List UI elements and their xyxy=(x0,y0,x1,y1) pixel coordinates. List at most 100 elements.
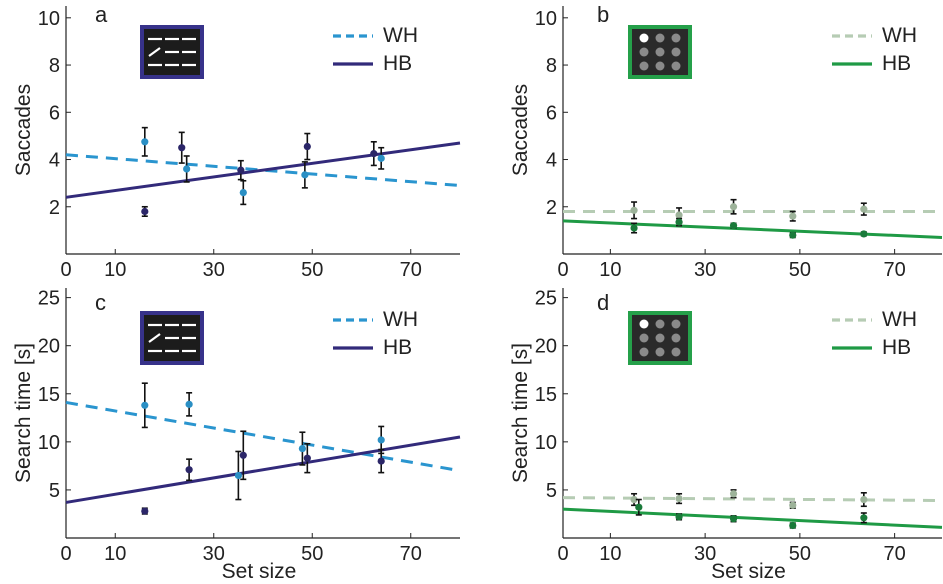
y-tick-label: 20 xyxy=(535,336,557,358)
legend-label: HB xyxy=(882,336,911,359)
fit-line-hb xyxy=(65,141,461,199)
y-axis-label: Search time [s] xyxy=(509,343,532,483)
panel-label: a xyxy=(95,2,108,27)
x-axis-label: Set size xyxy=(711,560,786,583)
y-tick-label: 8 xyxy=(546,55,557,77)
x-tick-label: 0 xyxy=(60,259,71,281)
data-point-wh xyxy=(675,494,683,503)
data-point-wh xyxy=(630,206,638,214)
data-point-wh xyxy=(377,154,385,162)
x-tick-label: 70 xyxy=(884,259,906,281)
data-point-hb xyxy=(675,513,683,521)
data-point-hb xyxy=(860,514,868,522)
y-tick-label: 10 xyxy=(38,8,60,30)
data-point-wh xyxy=(860,495,868,504)
panel-d: 0 10 30 50 70 5 10 15 20 25 Search time [s] Set siz… xyxy=(509,288,943,583)
data-point-hb xyxy=(178,144,186,152)
legend-label: WH xyxy=(882,24,917,47)
y-tick-label: 10 xyxy=(38,432,60,454)
data-point-wh xyxy=(141,401,149,409)
data-point-wh xyxy=(729,490,738,498)
data-point-wh xyxy=(377,436,385,444)
panel-c: 0 10 30 50 70 5 10 15 20 25 Search time [s] Set siz… xyxy=(12,288,461,583)
data-point-hb xyxy=(303,454,311,462)
data-point-wh xyxy=(298,444,306,453)
x-tick-label: 70 xyxy=(400,543,422,565)
fit-line-hb xyxy=(65,435,461,504)
y-tick-label: 5 xyxy=(546,480,557,502)
x-tick-label: 50 xyxy=(789,543,811,565)
data-point-wh xyxy=(630,495,638,504)
display-lines-icon xyxy=(140,311,204,365)
panel-label: c xyxy=(95,290,106,315)
data-point-wh xyxy=(141,138,149,146)
data-point-hb xyxy=(303,142,311,151)
data-point-wh xyxy=(183,165,191,173)
legend-label: HB xyxy=(383,52,412,75)
y-tick-label: 6 xyxy=(546,102,557,124)
fit-line-hb xyxy=(562,219,943,239)
y-axis-label: Search time [s] xyxy=(12,343,35,483)
legend-label: HB xyxy=(383,336,412,359)
x-tick-label: 0 xyxy=(557,259,568,281)
x-tick-label: 30 xyxy=(694,543,716,565)
y-tick-label: 20 xyxy=(38,336,60,358)
data-point-hb xyxy=(185,466,193,474)
data-point-wh xyxy=(789,501,797,509)
data-point-wh xyxy=(234,471,242,480)
y-tick-label: 15 xyxy=(535,384,557,406)
fit-line-wh xyxy=(65,153,461,188)
y-tick-label: 6 xyxy=(49,102,60,124)
x-tick-label: 50 xyxy=(789,259,811,281)
data-point-hb xyxy=(675,218,683,226)
y-tick-label: 10 xyxy=(535,432,557,454)
y-tick-label: 4 xyxy=(49,150,60,172)
display-dots-icon xyxy=(628,311,692,365)
x-tick-label: 50 xyxy=(301,259,323,281)
data-point-hb xyxy=(370,150,378,158)
legend-label: WH xyxy=(383,308,418,331)
y-tick-label: 15 xyxy=(38,384,60,406)
fit-line-wh xyxy=(65,400,461,473)
panel-a: 0 10 30 50 70 2 4 6 8 10 Saccades a WH HB xyxy=(12,2,461,281)
data-point-hb xyxy=(860,230,868,238)
data-point-hb xyxy=(789,231,797,239)
y-tick-label: 8 xyxy=(49,55,60,77)
y-tick-label: 5 xyxy=(49,480,60,502)
y-tick-label: 2 xyxy=(49,197,60,219)
data-point-hb xyxy=(635,503,643,511)
y-tick-label: 4 xyxy=(546,150,557,172)
data-point-hb xyxy=(377,457,385,465)
data-point-wh xyxy=(301,171,309,179)
legend-label: WH xyxy=(882,308,917,331)
x-tick-label: 0 xyxy=(60,543,71,565)
panel-label: b xyxy=(597,2,609,27)
display-dots-icon xyxy=(628,25,692,79)
x-tick-label: 10 xyxy=(104,543,126,565)
data-point-hb xyxy=(729,222,738,230)
fit-line-wh xyxy=(562,496,943,502)
x-tick-label: 70 xyxy=(884,543,906,565)
y-axis-label: Saccades xyxy=(12,84,35,176)
x-tick-label: 10 xyxy=(599,543,621,565)
x-tick-label: 0 xyxy=(557,543,568,565)
data-point-hb xyxy=(630,224,638,232)
x-tick-label: 30 xyxy=(203,543,225,565)
x-tick-label: 50 xyxy=(301,543,323,565)
panel-label: d xyxy=(597,290,609,315)
y-axis-label: Saccades xyxy=(509,84,532,176)
data-point-wh xyxy=(675,211,683,219)
data-point-hb xyxy=(237,166,245,174)
y-tick-label: 25 xyxy=(535,288,557,310)
y-tick-label: 25 xyxy=(38,288,60,310)
x-tick-label: 70 xyxy=(400,259,422,281)
fit-line-hb xyxy=(562,507,943,529)
x-tick-label: 30 xyxy=(203,259,225,281)
data-point-hb xyxy=(141,207,149,216)
data-point-wh xyxy=(789,212,797,220)
data-point-wh xyxy=(729,203,738,211)
y-tick-label: 2 xyxy=(546,197,557,219)
data-point-wh xyxy=(185,400,193,408)
data-point-hb xyxy=(789,521,797,530)
